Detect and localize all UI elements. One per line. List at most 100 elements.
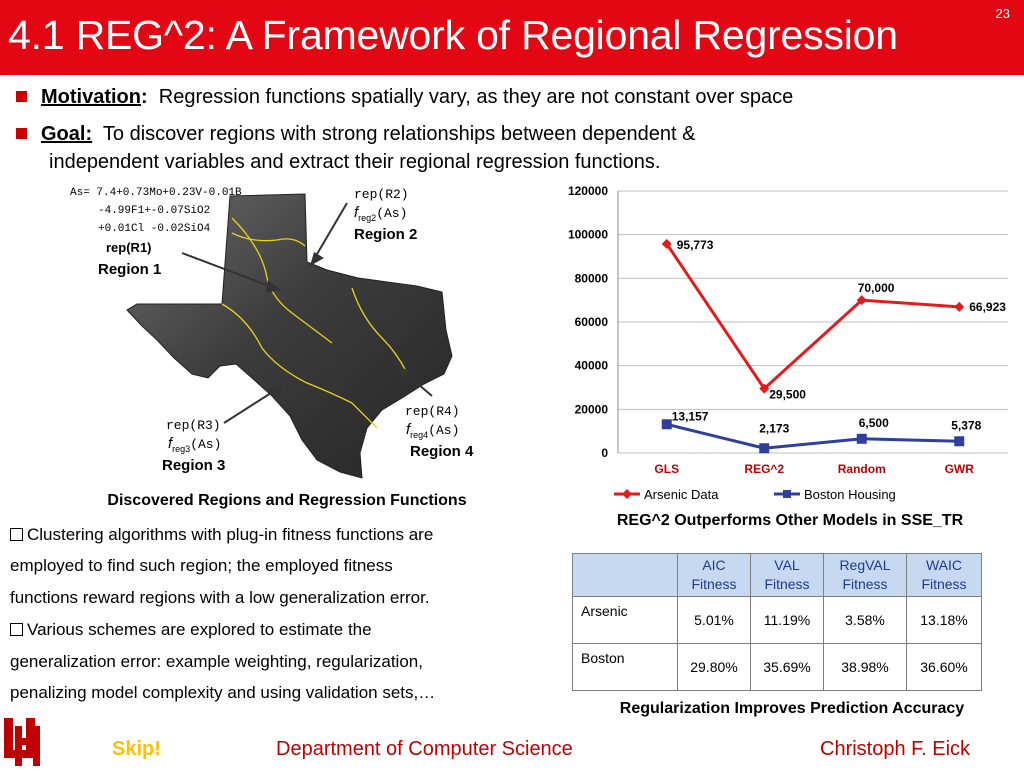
table-cell: 36.60% bbox=[906, 643, 982, 691]
chart-caption: REG^2 Outperforms Other Models in SSE_TR bbox=[616, 512, 964, 529]
series-line bbox=[666, 422, 960, 450]
region4-rep-label: rep(R4) bbox=[405, 404, 460, 419]
body-line: penalizing model complexity and using va… bbox=[10, 683, 436, 702]
region1-label: Region 1 bbox=[98, 261, 162, 278]
header-line: AIC bbox=[702, 557, 726, 573]
uh-logo-icon bbox=[4, 718, 40, 766]
motivation-colon: : bbox=[141, 86, 148, 108]
region4-arg: (As) bbox=[428, 423, 460, 438]
table-header-cell: VAL Fitness bbox=[750, 553, 824, 597]
series-line bbox=[665, 243, 960, 391]
region-boundary-2 bbox=[221, 303, 378, 429]
map-caption: Discovered Regions and Regression Functi… bbox=[107, 492, 467, 509]
regression-equation: As= 7.4+0.73Mo+0.23V-0.01B -4.99F1+-0.07… bbox=[70, 184, 242, 238]
body-line: Various schemes are explored to estimate… bbox=[10, 620, 372, 640]
region2-subscript: reg2 bbox=[358, 213, 377, 223]
region2-label: Region 2 bbox=[354, 226, 418, 243]
data-point bbox=[954, 436, 965, 447]
x-tick-label: GWR bbox=[945, 462, 975, 476]
data-point bbox=[661, 419, 672, 430]
f-symbol: f bbox=[406, 421, 411, 438]
f-symbol: f bbox=[354, 204, 359, 221]
body-line: Clustering algorithms with plug-in fitne… bbox=[10, 525, 433, 545]
department-footer: Department of Computer Science bbox=[276, 738, 573, 760]
header-line: Fitness bbox=[842, 576, 888, 592]
header-line: Fitness bbox=[691, 576, 737, 592]
chart-svg: 0 20000 40000 60000 80000 100000 120000 GLS REG^… bbox=[568, 184, 1008, 502]
region4-subscript: reg4 bbox=[410, 430, 429, 440]
y-tick-label: 40000 bbox=[575, 359, 609, 373]
region3-subscript: reg3 bbox=[172, 444, 191, 454]
region3-label: Region 3 bbox=[162, 457, 226, 474]
data-label: 70,000 bbox=[858, 281, 895, 295]
row-label: Boston bbox=[572, 643, 678, 691]
header-line: VAL bbox=[774, 557, 800, 573]
y-tick-label: 0 bbox=[601, 446, 608, 460]
region4-label: Region 4 bbox=[410, 443, 474, 460]
author-footer: Christoph F. Eick bbox=[820, 738, 971, 760]
texas-regions-map bbox=[62, 178, 502, 480]
data-point bbox=[661, 238, 672, 249]
data-label: 6,500 bbox=[859, 416, 889, 430]
bullet-square-icon bbox=[16, 91, 27, 102]
goal-text: To discover regions with strong relation… bbox=[102, 123, 696, 145]
arrow-region1 bbox=[181, 252, 281, 291]
slide-title: 4.1 REG^2: A Framework of Regional Regre… bbox=[8, 12, 898, 58]
data-point bbox=[759, 443, 770, 454]
header-line: Fitness bbox=[921, 576, 967, 592]
x-tick-label: GLS bbox=[654, 462, 679, 476]
region3-rep-label: rep(R3) bbox=[166, 418, 221, 433]
region2-arg: (As) bbox=[376, 206, 408, 221]
y-tick-label: 80000 bbox=[575, 271, 609, 285]
region-boundary-4 bbox=[231, 232, 306, 247]
region-boundary-3 bbox=[351, 287, 408, 374]
motivation-bullet: Motivation: Regression functions spatial… bbox=[16, 86, 793, 109]
legend-label: Arsenic Data bbox=[644, 487, 719, 502]
header-line: Fitness bbox=[764, 576, 810, 592]
table-row: Boston 29.80% 35.69% 38.98% 36.60% bbox=[572, 643, 982, 691]
legend-marker bbox=[622, 489, 632, 499]
sse-line-chart: 0 20000 40000 60000 80000 100000 120000 GLS REG^… bbox=[556, 181, 1016, 509]
body-line: employed to find such region; the employ… bbox=[10, 556, 393, 575]
data-label: 66,923 bbox=[969, 300, 1006, 314]
slide-number: 23 bbox=[995, 6, 1010, 21]
motivation-text: Regression functions spatially vary, as … bbox=[158, 86, 794, 108]
data-label: 13,157 bbox=[672, 409, 709, 423]
x-tick-label: REG^2 bbox=[744, 462, 784, 476]
body-line: generalization error: example weighting,… bbox=[10, 652, 423, 671]
equation-line: As= 7.4+0.73Mo+0.23V-0.01B bbox=[70, 187, 242, 199]
skip-link[interactable]: Skip! bbox=[112, 738, 161, 760]
data-label: 95,773 bbox=[677, 238, 714, 252]
table-row: Arsenic 5.01% 11.19% 3.58% 13.18% bbox=[572, 596, 982, 644]
region-boundary-1 bbox=[231, 217, 333, 344]
table-corner-cell bbox=[572, 553, 678, 597]
table-cell: 35.69% bbox=[750, 643, 824, 691]
body-line-text: Clustering algorithms with plug-in fitne… bbox=[27, 525, 434, 544]
data-label: 2,173 bbox=[759, 421, 789, 435]
region4-function: freg4(As) bbox=[406, 421, 459, 440]
data-label: 29,500 bbox=[769, 388, 806, 402]
uh-logo bbox=[2, 712, 44, 766]
data-point bbox=[856, 433, 867, 444]
texas-shape bbox=[126, 193, 453, 479]
region3-function: freg3(As) bbox=[168, 435, 221, 454]
checkbox-bullet-icon bbox=[10, 623, 23, 636]
goal-text-continued: independent variables and extract their … bbox=[49, 151, 661, 173]
y-tick-label: 100000 bbox=[568, 228, 608, 242]
texas-map-graphic bbox=[126, 193, 453, 479]
body-line-text: Various schemes are explored to estimate… bbox=[27, 620, 372, 639]
motivation-label: Motivation bbox=[41, 86, 141, 108]
legend-label: Boston Housing bbox=[804, 487, 896, 502]
table-caption: Regularization Improves Prediction Accur… bbox=[619, 700, 965, 717]
region2-function: freg2(As) bbox=[354, 204, 407, 223]
data-point bbox=[954, 301, 965, 312]
table-header-cell: WAIC Fitness bbox=[906, 553, 982, 597]
bullet-square-icon bbox=[16, 128, 27, 139]
goal-bullet: Goal: To discover regions with strong re… bbox=[16, 123, 695, 146]
region1-rep-label: rep(R1) bbox=[106, 240, 152, 255]
table-cell: 11.19% bbox=[750, 596, 824, 644]
row-label: Arsenic bbox=[572, 596, 678, 644]
checkbox-bullet-icon bbox=[10, 528, 23, 541]
x-tick-label: Random bbox=[838, 462, 886, 476]
table-header-row: AIC Fitness VAL Fitness RegVAL Fitness WAIC… bbox=[572, 553, 982, 597]
